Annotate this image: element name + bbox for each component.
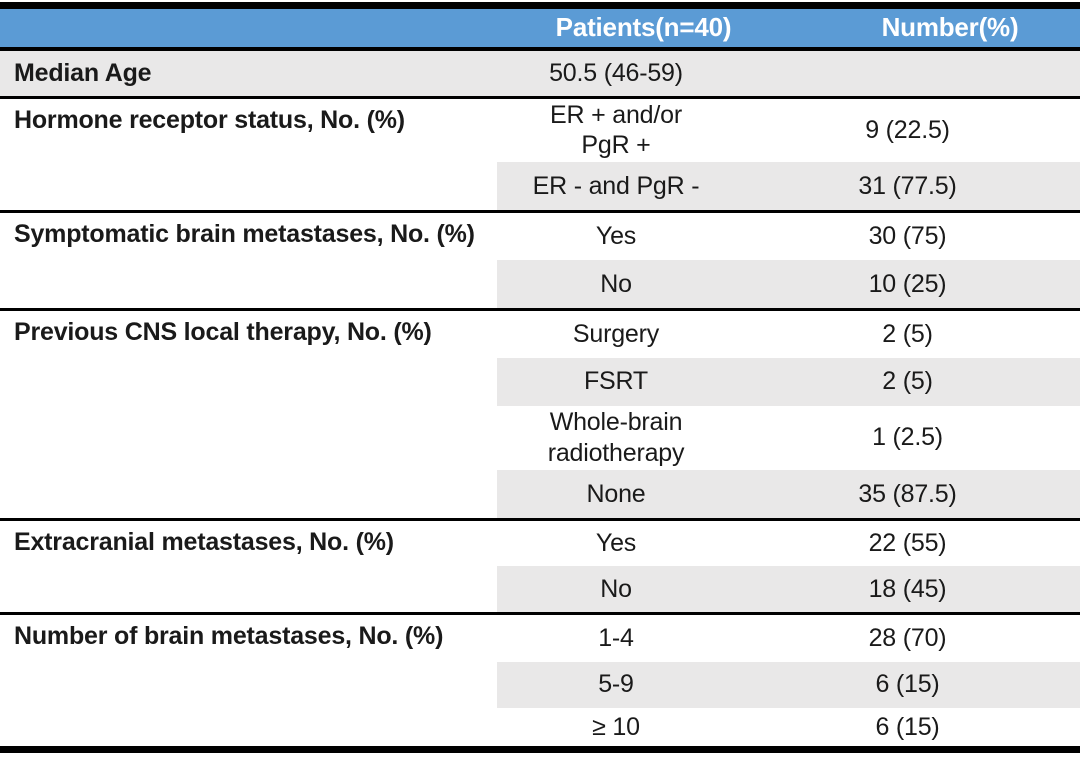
header-number: Number(%) <box>790 5 1080 51</box>
number-value-cell <box>790 48 1080 98</box>
section-symptomatic-brain-metastases: Symptomatic brain metastases, No. (%) Ye… <box>0 211 1080 310</box>
number-value-cell: 6 (15) <box>790 661 1080 708</box>
number-value-cell: 9 (22.5) <box>865 116 950 144</box>
section-number-of-brain-metastases: Number of brain metastases, No. (%) 1-4 … <box>0 613 1080 750</box>
table-row: Hormone receptor status, No. (%) ER + an… <box>0 97 1080 212</box>
header-patients: Patients(n=40) <box>497 5 790 51</box>
table-row: No 10 (25) <box>0 259 1080 310</box>
number-value-cell: 10 (25) <box>790 259 1080 310</box>
number-value-cell: 31 (77.5) <box>790 161 1080 212</box>
category-label: Number of brain metastases, No. (%) <box>0 613 497 750</box>
table-row: ER - and PgR - 31 (77.5) <box>0 161 1080 212</box>
patients-value-cell: FSRT <box>497 357 790 406</box>
patients-value-cell: 1-4 <box>598 624 634 652</box>
header-empty-cell <box>0 5 497 51</box>
number-value-cell: 1 (2.5) <box>872 423 943 452</box>
section-extracranial-metastases: Extracranial metastases, No. (%) Yes 22 … <box>0 519 1080 614</box>
section-previous-cns-local-therapy: Previous CNS local therapy, No. (%) Surg… <box>0 309 1080 520</box>
number-value-cell: 28 (70) <box>868 624 947 652</box>
number-value-cell: 18 (45) <box>790 565 1080 614</box>
category-label: Extracranial metastases, No. (%) <box>0 519 497 614</box>
category-label: Hormone receptor status, No. (%) <box>0 97 497 212</box>
patients-value-cell: None <box>497 469 790 520</box>
table-row: Whole-brain radiotherapy 1 (2.5) <box>0 406 1080 470</box>
patients-value-cell: Whole-brain radiotherapy <box>547 408 685 467</box>
table-row: Symptomatic brain metastases, No. (%) Ye… <box>0 211 1080 310</box>
table-row: None 35 (87.5) <box>0 469 1080 520</box>
patients-value-cell: 5-9 <box>497 661 790 708</box>
table-row: No 18 (45) <box>0 565 1080 614</box>
patients-value-cell: Surgery <box>572 320 660 348</box>
patients-value-cell: ER - and PgR - <box>497 161 790 212</box>
patients-value-cell: Yes <box>595 222 637 250</box>
patients-value-cell: No <box>497 259 790 310</box>
patients-value-cell: Yes <box>595 529 637 557</box>
table-row: Extracranial metastases, No. (%) Yes 22 … <box>0 519 1080 614</box>
table-row: Median Age 50.5 (46-59) <box>0 48 1080 98</box>
patient-characteristics-table: Patients(n=40) Number(%) Median Age 50.5… <box>0 2 1080 753</box>
category-label: Symptomatic brain metastases, No. (%) <box>0 211 497 310</box>
number-value-cell: 2 (5) <box>882 320 933 348</box>
number-value-cell: 30 (75) <box>868 222 947 250</box>
number-value-cell: 2 (5) <box>790 357 1080 406</box>
patients-value-cell: 50.5 (46-59) <box>497 48 790 98</box>
section-median-age: Median Age 50.5 (46-59) <box>0 48 1080 98</box>
patients-value-cell: ER + and/or PgR + <box>550 100 682 160</box>
table-row: Previous CNS local therapy, No. (%) Surg… <box>0 309 1080 520</box>
table-row: 5-9 6 (15) <box>0 661 1080 708</box>
patients-value-cell: No <box>497 565 790 614</box>
number-value-cell: 6 (15) <box>875 712 940 741</box>
category-label: Median Age <box>0 48 497 98</box>
table-row: FSRT 2 (5) <box>0 357 1080 406</box>
number-value-cell: 22 (55) <box>868 529 947 557</box>
section-hormone-receptor-status: Hormone receptor status, No. (%) ER + an… <box>0 97 1080 212</box>
table-row: ≥ 10 6 (15) <box>0 708 1080 750</box>
patients-value-cell: ≥ 10 <box>592 712 640 741</box>
category-label: Previous CNS local therapy, No. (%) <box>0 309 497 520</box>
number-value-cell: 35 (87.5) <box>790 469 1080 520</box>
header-row: Patients(n=40) Number(%) <box>0 5 1080 51</box>
table-row: Number of brain metastases, No. (%) 1-4 … <box>0 613 1080 750</box>
